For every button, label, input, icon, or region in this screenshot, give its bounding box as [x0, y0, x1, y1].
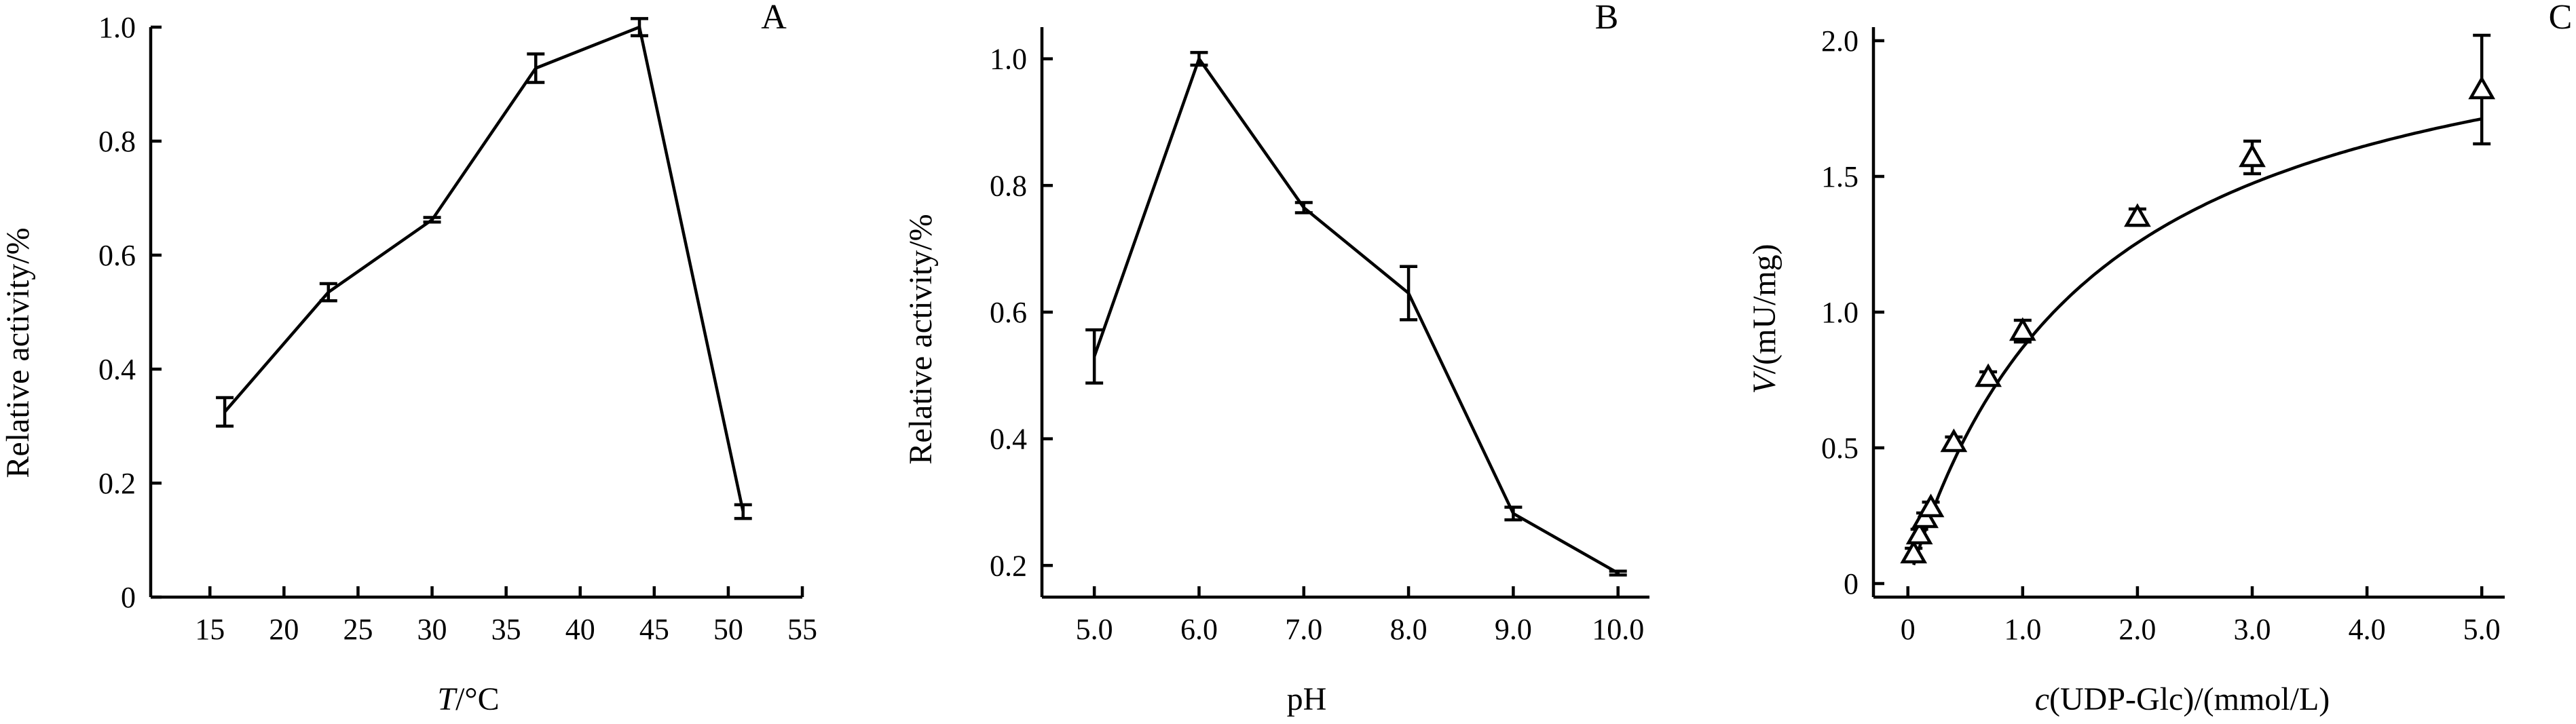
panel-b-x-tick-label: 9.0 — [1495, 613, 1532, 646]
panel-a-x-tick-label: 35 — [491, 613, 521, 646]
panel-a-y-tick-label: 0.6 — [98, 239, 136, 272]
panel-c-x-tick-label: 5.0 — [2463, 613, 2501, 646]
panel-a-x-axis-label: T/°C — [437, 681, 499, 717]
panel-b-x-axis-label: pH — [1287, 681, 1327, 717]
panel-c-data-point — [2239, 143, 2266, 168]
panel-c-data-point — [2124, 203, 2151, 227]
panel-b-x-tick-label: 6.0 — [1180, 613, 1218, 646]
panel-c-x-tick-label: 2.0 — [2118, 613, 2156, 646]
panel-b-y-tick-label: 0.4 — [990, 423, 1027, 456]
panel-b-label: B — [1595, 0, 1619, 37]
panel-c-data-point — [1900, 539, 1928, 564]
panel-b-y-tick-label: 0.6 — [990, 296, 1027, 329]
panel-c-y-tick-label: 1.0 — [1821, 296, 1859, 329]
panel-c-data-point — [2009, 317, 2036, 341]
panel-c-data-point — [2468, 75, 2496, 100]
panel-a-x-tick-label: 50 — [713, 613, 743, 646]
panel-c-x-tick-label: 1.0 — [2004, 613, 2041, 646]
panel-a-x-tick-label: 55 — [787, 613, 817, 646]
panel-a: A Relative activity/% T/°C 15 20 25 30 35 40 4… — [0, 0, 817, 717]
panel-a-x-tick-label: 30 — [417, 613, 447, 646]
panel-a-series-line — [223, 24, 745, 512]
panel-b-y-tick-label: 0.2 — [990, 549, 1027, 582]
panel-c-label: C — [2549, 0, 2573, 37]
panel-b-series-line — [1093, 55, 1619, 575]
panel-a-y-axis-label: Relative activity/% — [0, 227, 36, 478]
panel-b-x-tick-label: 7.0 — [1285, 613, 1322, 646]
panel-c-y-axis-label: V/(mU/mg) — [1747, 244, 1782, 394]
panel-a-y-tick-label: 0 — [121, 581, 136, 614]
panel-c-x-tick-label: 0 — [1901, 613, 1916, 646]
panel-a-x-tick-label: 15 — [195, 613, 225, 646]
panel-a-x-tick-label: 45 — [639, 613, 669, 646]
panel-a-x-tick-label: 40 — [565, 613, 595, 646]
panel-c-y-tick-label: 0 — [1844, 567, 1859, 601]
panel-c: C V/(mU/mg) c(UDP-Glc)/(mmol/L) 0 1.0 2.0 3… — [1747, 0, 2572, 717]
panel-b-y-tick-label: 0.8 — [990, 169, 1027, 202]
panel-a-x-tick-label: 20 — [269, 613, 299, 646]
panel-b-x-tick-label: 10.0 — [1592, 613, 1644, 646]
panel-c-data-point — [1975, 363, 2002, 387]
panel-a-y-tick-label: 0.8 — [98, 125, 136, 158]
panel-a-label: A — [761, 0, 787, 37]
panel-c-y-tick-label: 2.0 — [1821, 24, 1859, 58]
panel-a-y-tick-label: 0.4 — [98, 353, 136, 386]
panel-c-y-tick-label: 1.5 — [1821, 160, 1859, 193]
panel-c-fit-curve — [1912, 117, 2482, 566]
panel-c-x-tick-label: 3.0 — [2234, 613, 2271, 646]
panel-c-x-axis-label: c(UDP-Glc)/(mmol/L) — [2035, 681, 2330, 717]
panel-b-x-tick-label: 5.0 — [1076, 613, 1113, 646]
panel-b: B Relative activity/% pH 5.0 6.0 7.0 8.0 9.0… — [903, 0, 1649, 717]
panel-b-y-tick-label: 1.0 — [990, 43, 1027, 76]
panel-a-y-tick-label: 1.0 — [98, 11, 136, 44]
panel-a-y-tick-label: 0.2 — [98, 467, 136, 500]
panel-c-y-tick-label: 0.5 — [1821, 432, 1859, 465]
panel-c-data-point — [1917, 493, 1945, 518]
panel-b-y-axis-label: Relative activity/% — [903, 214, 939, 464]
panel-b-x-tick-label: 8.0 — [1390, 613, 1427, 646]
panel-a-x-tick-label: 25 — [343, 613, 373, 646]
panel-c-x-tick-label: 4.0 — [2349, 613, 2386, 646]
panel-c-data-point — [1905, 520, 1933, 545]
panel-c-data-point — [1940, 428, 1968, 453]
